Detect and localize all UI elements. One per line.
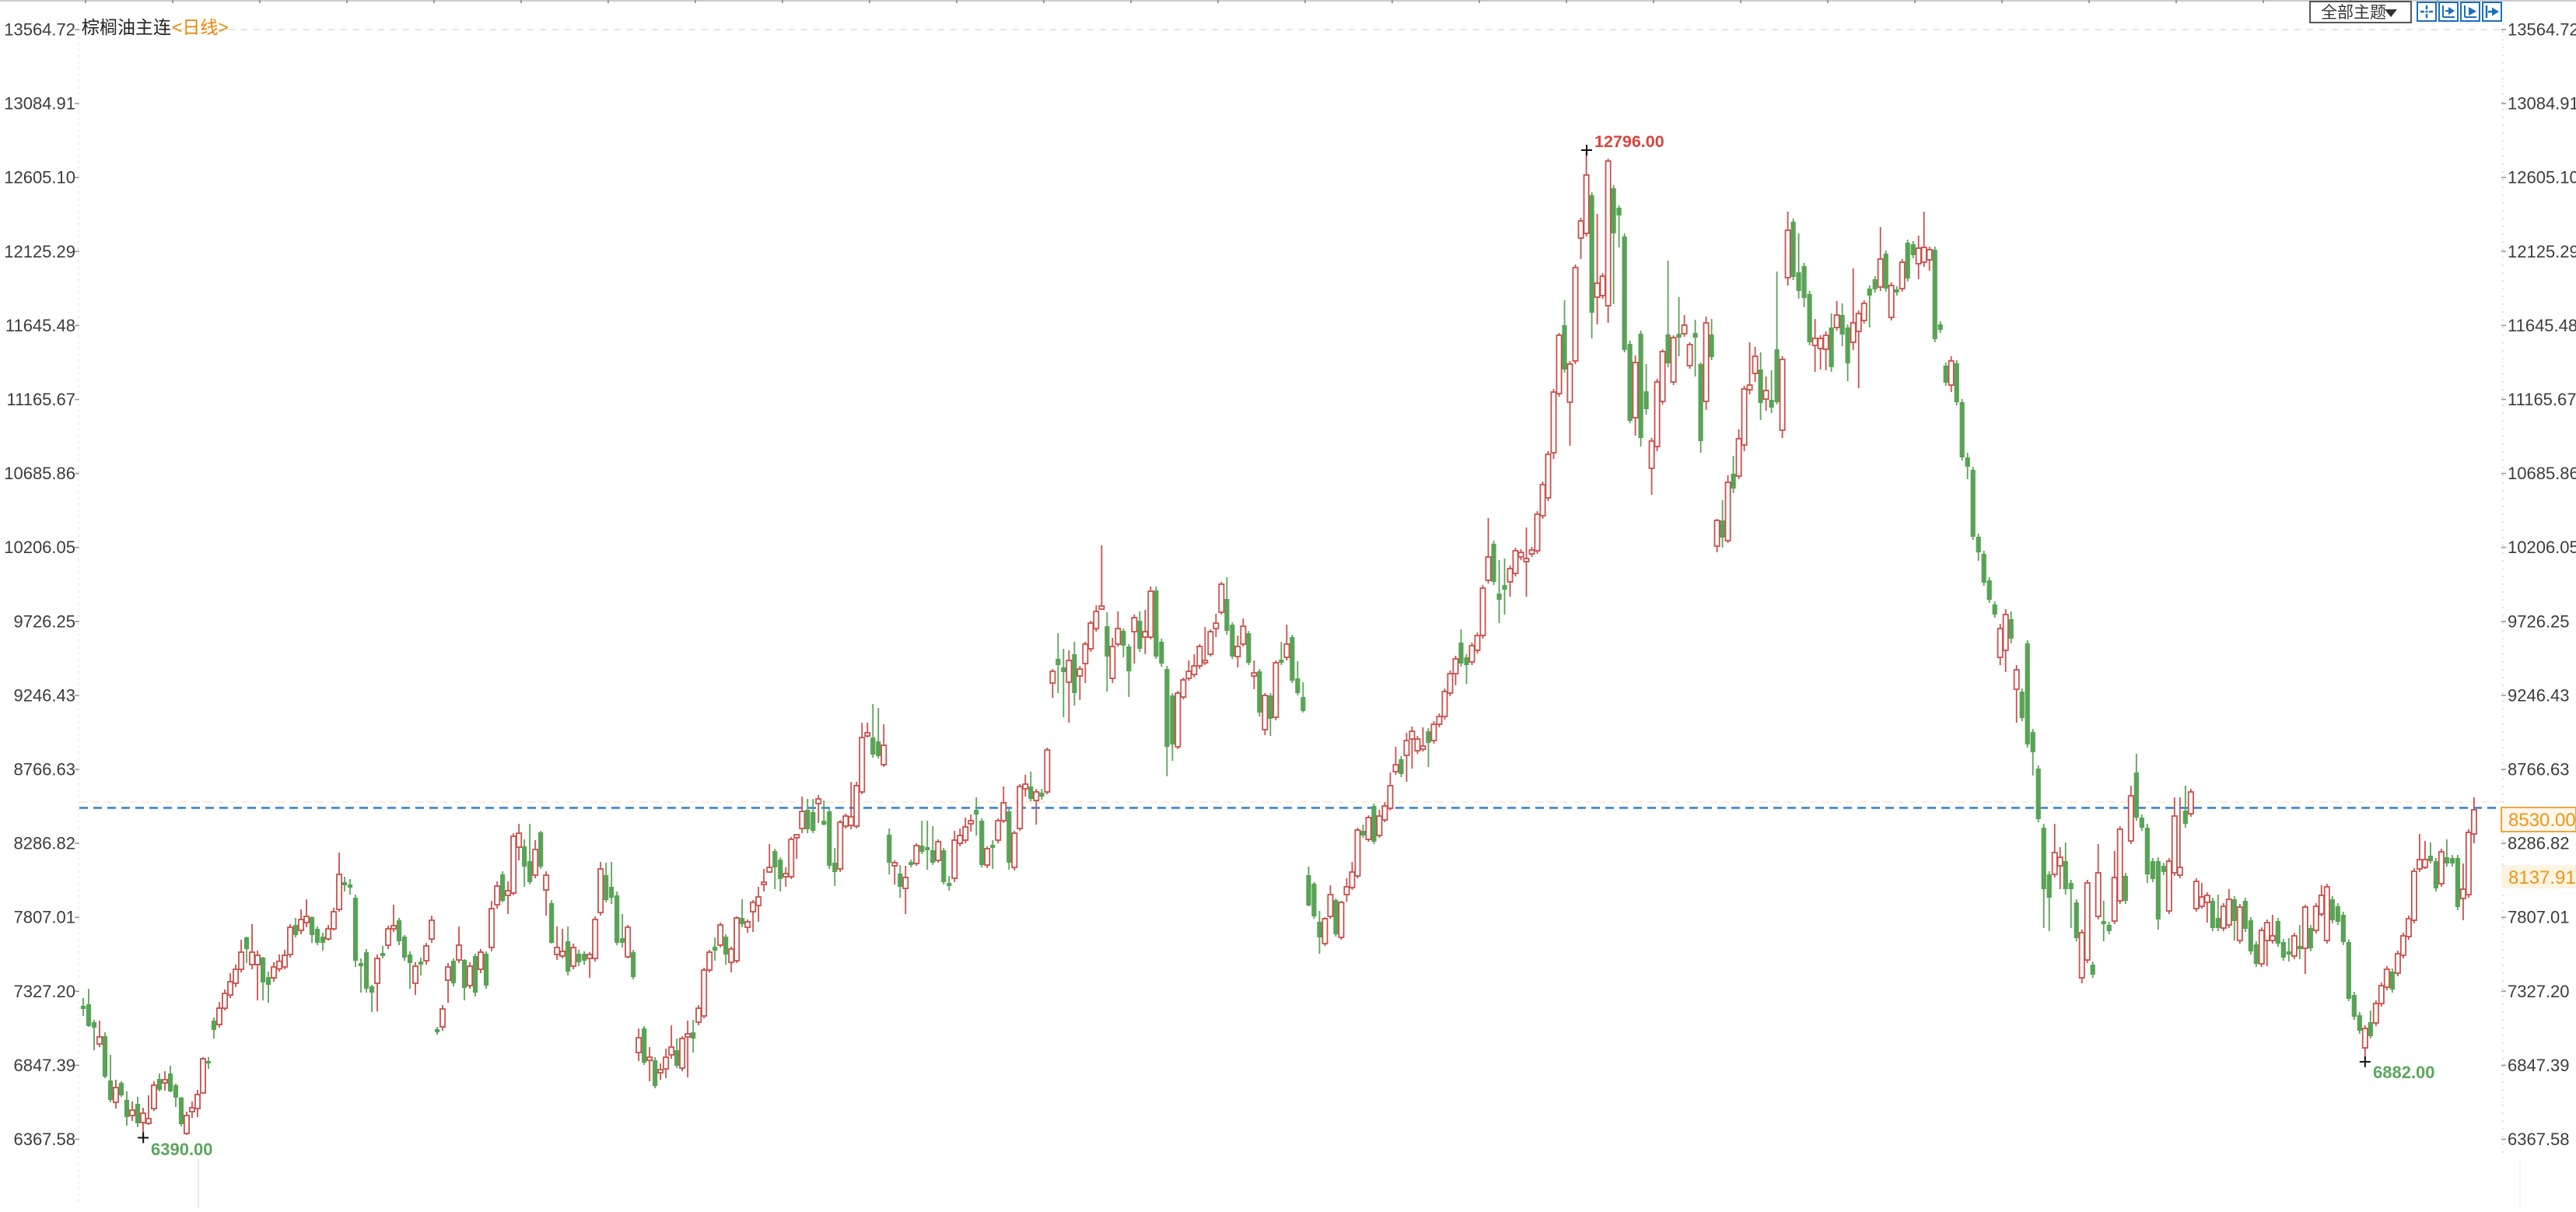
svg-text:6847.39: 6847.39 — [13, 1056, 75, 1075]
svg-text:6882.00: 6882.00 — [2373, 1063, 2435, 1082]
svg-text:12125.29: 12125.29 — [2508, 242, 2576, 261]
svg-text:6390.00: 6390.00 — [151, 1140, 213, 1159]
svg-text:8766.63: 8766.63 — [13, 760, 75, 779]
svg-text:6367.58: 6367.58 — [2508, 1130, 2570, 1149]
svg-text:8530.00: 8530.00 — [2508, 810, 2576, 831]
svg-text:13564.72: 13564.72 — [2508, 20, 2576, 40]
svg-text:13084.91: 13084.91 — [2508, 94, 2576, 114]
svg-text:9726.25: 9726.25 — [2508, 611, 2570, 631]
svg-text:11165.67: 11165.67 — [2508, 390, 2576, 409]
svg-text:<日线>: <日线> — [172, 17, 229, 37]
svg-text:12125.29: 12125.29 — [4, 242, 75, 261]
svg-text:7327.20: 7327.20 — [2508, 982, 2570, 1001]
svg-text:9246.43: 9246.43 — [13, 685, 75, 705]
svg-text:10206.05: 10206.05 — [4, 538, 75, 557]
svg-text:7807.01: 7807.01 — [2508, 908, 2570, 927]
svg-text:12605.10: 12605.10 — [2508, 168, 2576, 187]
svg-text:8286.82: 8286.82 — [2508, 834, 2570, 853]
svg-text:10685.86: 10685.86 — [2508, 464, 2576, 483]
svg-text:9726.25: 9726.25 — [13, 611, 75, 631]
svg-text:6847.39: 6847.39 — [2508, 1056, 2570, 1075]
svg-text:8137.91: 8137.91 — [2508, 867, 2576, 888]
svg-text:12796.00: 12796.00 — [1594, 132, 1664, 151]
svg-text:9246.43: 9246.43 — [2508, 685, 2570, 705]
svg-text:10206.05: 10206.05 — [2508, 538, 2576, 557]
svg-text:11165.67: 11165.67 — [7, 390, 76, 409]
svg-text:全部主题: 全部主题 — [2321, 4, 2386, 22]
svg-text:10685.86: 10685.86 — [4, 464, 75, 483]
svg-text:8286.82: 8286.82 — [13, 834, 75, 853]
svg-text:11645.48: 11645.48 — [5, 316, 75, 335]
svg-text:棕榈油主连: 棕榈油主连 — [82, 17, 171, 37]
svg-text:13084.91: 13084.91 — [4, 94, 75, 114]
svg-text:7327.20: 7327.20 — [13, 982, 75, 1001]
svg-text:7807.01: 7807.01 — [13, 908, 75, 927]
svg-text:11645.48: 11645.48 — [2508, 316, 2576, 335]
svg-text:12605.10: 12605.10 — [4, 168, 75, 187]
svg-text:6367.58: 6367.58 — [13, 1130, 75, 1149]
svg-text:8766.63: 8766.63 — [2508, 760, 2570, 779]
svg-text:13564.72: 13564.72 — [4, 20, 75, 40]
